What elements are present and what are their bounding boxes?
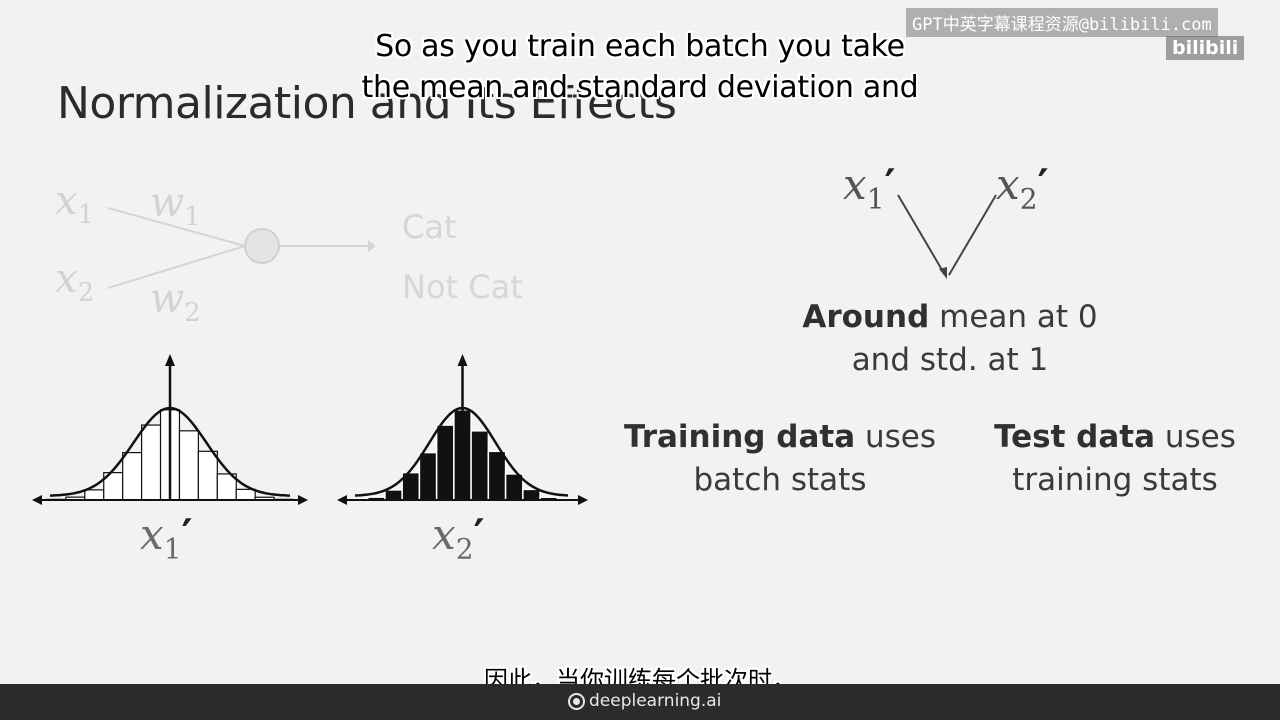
- merge-label-x2: x2′: [996, 160, 1049, 216]
- slide: Normalization and Its Effects x1 w1 x2 w…: [32, 8, 1245, 694]
- merge-arrowhead: [939, 267, 947, 279]
- merge-arrow-left: [897, 194, 946, 276]
- output-arrowhead: [368, 240, 376, 252]
- slide-title: Normalization and Its Effects: [57, 78, 677, 129]
- distribution-label-2: x2′: [432, 510, 485, 566]
- brand: deeplearning.ai: [568, 691, 721, 711]
- merge-arrows: [897, 194, 997, 279]
- output-cat: Cat: [402, 208, 457, 246]
- distribution-plot-1: [32, 354, 308, 505]
- x-axis-left-arrow: [337, 495, 347, 505]
- x-axis-right-arrow: [298, 495, 308, 505]
- histogram-bar: [384, 489, 403, 501]
- y-axis-arrow: [165, 354, 175, 366]
- watermark-logo: bilibili: [1166, 36, 1245, 60]
- training-data-text: Training data uses batch stats: [623, 419, 937, 498]
- histogram-bar: [435, 424, 455, 501]
- distribution-plot-2: [337, 354, 588, 505]
- weight-w2: w2: [150, 276, 201, 328]
- histogram-bar: [522, 488, 541, 501]
- edge-1: [107, 207, 246, 247]
- weight-w1: w1: [150, 180, 201, 232]
- distribution-label-1: x1′: [140, 510, 193, 566]
- deeplearning-logo-icon: [568, 693, 585, 710]
- neuron-node: [244, 228, 280, 264]
- input-x1: x1: [55, 178, 95, 230]
- histogram-bar: [197, 450, 218, 501]
- histogram-bar: [487, 450, 507, 501]
- x-axis-right-arrow: [578, 495, 588, 505]
- test-data-text: Test data uses training stats: [994, 419, 1236, 498]
- brand-name: deeplearning.ai: [589, 691, 722, 711]
- merge-arrow-right: [948, 194, 997, 276]
- histogram-bar: [84, 489, 105, 501]
- merge-label-x1: x1′: [843, 160, 896, 216]
- edge-2: [107, 245, 246, 289]
- output-not-cat: Not Cat: [402, 268, 523, 306]
- histogram-bar: [178, 430, 199, 501]
- watermark-text: GPT中英字幕课程资源@bilibili.com: [906, 8, 1218, 37]
- histogram-bar: [235, 488, 256, 501]
- input-x2: x2: [55, 256, 95, 308]
- network-edges: [107, 207, 376, 289]
- histogram-bar: [418, 451, 438, 501]
- y-axis-arrow: [457, 354, 468, 366]
- histogram-bar: [470, 430, 490, 501]
- histogram-bar: [141, 424, 162, 501]
- around-mean-text: Around mean at 0 and std. at 1: [802, 299, 1098, 378]
- english-subtitle: So as you train each batch you take the …: [361, 29, 919, 105]
- x-axis-left-arrow: [32, 495, 42, 505]
- footer-bar: deeplearning.ai: [0, 684, 1280, 720]
- histogram-bar: [122, 452, 143, 501]
